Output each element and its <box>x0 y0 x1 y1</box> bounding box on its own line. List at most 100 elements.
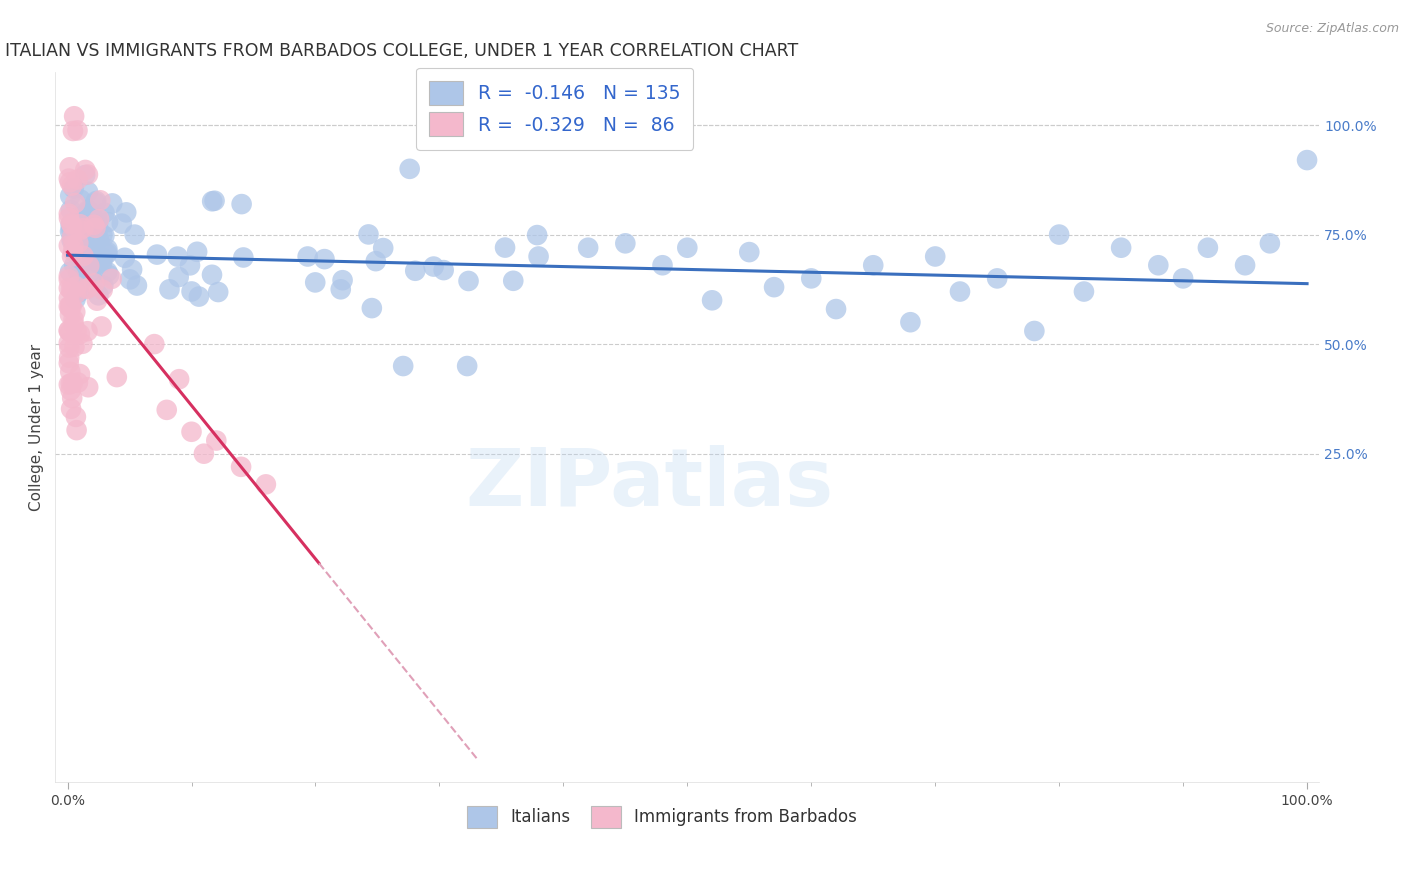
Point <box>526 228 548 243</box>
Point <box>62 238 84 252</box>
Point <box>77 281 100 295</box>
Point <box>83 233 105 247</box>
Point <box>1296 153 1319 167</box>
Point <box>72 254 94 268</box>
Point <box>62 229 84 244</box>
Point <box>77 203 100 218</box>
Point <box>398 161 420 176</box>
Point <box>93 228 115 243</box>
Point <box>59 189 82 203</box>
Point <box>77 380 100 394</box>
Point <box>121 262 143 277</box>
Point <box>360 301 382 315</box>
Point <box>1234 258 1257 272</box>
Y-axis label: College, Under 1 year: College, Under 1 year <box>30 343 44 511</box>
Point <box>700 293 723 308</box>
Point <box>73 237 96 252</box>
Point <box>86 209 108 223</box>
Point <box>58 351 80 365</box>
Point <box>83 227 105 242</box>
Point <box>58 324 80 338</box>
Point <box>59 301 82 315</box>
Point <box>84 195 107 210</box>
Point <box>67 223 90 237</box>
Point <box>96 265 118 279</box>
Point <box>58 207 80 221</box>
Point <box>69 193 91 207</box>
Point <box>62 318 84 332</box>
Point <box>59 265 82 279</box>
Point <box>66 123 89 137</box>
Point <box>115 205 138 219</box>
Point <box>60 250 83 264</box>
Point <box>63 340 86 354</box>
Point <box>738 245 761 260</box>
Point <box>167 270 190 285</box>
Point <box>404 264 426 278</box>
Point <box>1171 271 1194 285</box>
Point <box>66 265 89 279</box>
Point <box>304 276 326 290</box>
Point <box>825 301 848 316</box>
Point <box>59 325 82 339</box>
Point <box>60 230 83 244</box>
Point <box>297 250 319 264</box>
Point <box>456 359 478 373</box>
Point <box>82 243 104 257</box>
Point <box>58 356 80 370</box>
Point <box>82 209 104 223</box>
Point <box>207 285 229 299</box>
Point <box>60 217 83 231</box>
Point <box>59 376 82 391</box>
Point <box>111 217 134 231</box>
Point <box>72 221 94 235</box>
Point <box>84 194 107 208</box>
Point <box>59 202 82 217</box>
Point <box>65 292 87 306</box>
Point <box>193 447 215 461</box>
Point <box>1073 285 1095 299</box>
Point <box>65 245 87 260</box>
Point <box>96 247 118 261</box>
Point <box>90 319 112 334</box>
Point <box>72 249 94 263</box>
Point <box>60 233 83 247</box>
Point <box>763 280 786 294</box>
Point <box>59 218 82 232</box>
Point <box>67 210 90 224</box>
Point <box>96 242 118 256</box>
Point <box>93 278 115 293</box>
Point <box>65 279 87 293</box>
Point <box>62 124 84 138</box>
Text: Source: ZipAtlas.com: Source: ZipAtlas.com <box>1265 22 1399 36</box>
Point <box>69 215 91 229</box>
Point <box>91 283 114 297</box>
Point <box>58 323 80 337</box>
Point <box>93 206 115 220</box>
Point <box>105 370 128 384</box>
Point <box>364 254 387 268</box>
Point <box>62 181 84 195</box>
Legend: Italians, Immigrants from Barbados: Italians, Immigrants from Barbados <box>461 799 863 834</box>
Point <box>60 219 83 233</box>
Point <box>502 274 524 288</box>
Point <box>1197 241 1219 255</box>
Point <box>60 284 83 298</box>
Point <box>67 219 90 234</box>
Point <box>254 477 277 491</box>
Point <box>73 232 96 246</box>
Point <box>60 299 83 313</box>
Point <box>58 341 80 355</box>
Point <box>232 251 254 265</box>
Point <box>62 312 84 326</box>
Point <box>422 260 444 274</box>
Point <box>97 215 120 229</box>
Point <box>58 238 80 252</box>
Point <box>87 231 110 245</box>
Point <box>186 244 208 259</box>
Point <box>62 232 84 246</box>
Text: ITALIAN VS IMMIGRANTS FROM BARBADOS COLLEGE, UNDER 1 YEAR CORRELATION CHART: ITALIAN VS IMMIGRANTS FROM BARBADOS COLL… <box>4 42 797 60</box>
Point <box>1258 236 1281 251</box>
Point <box>357 227 380 242</box>
Point <box>65 324 87 338</box>
